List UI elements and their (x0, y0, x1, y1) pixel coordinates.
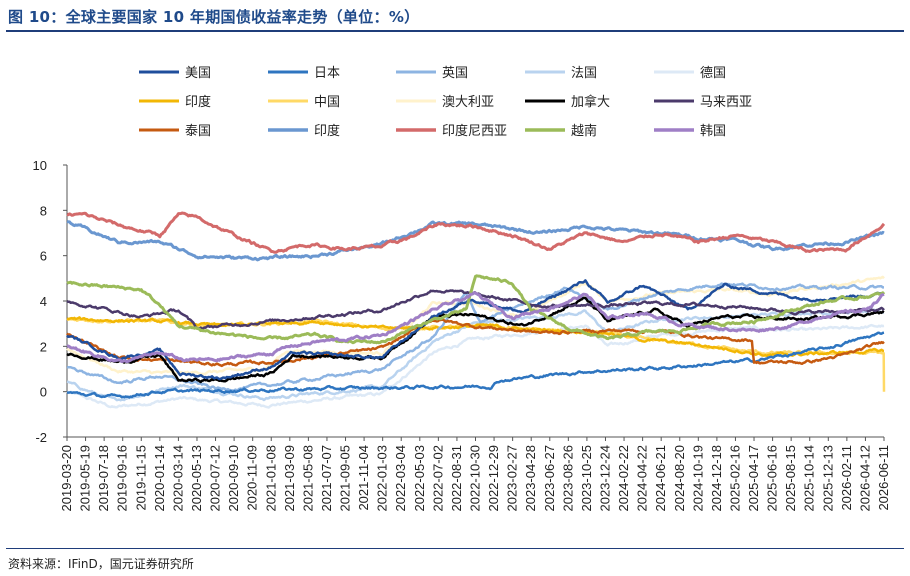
legend-label: 泰国 (185, 124, 211, 139)
x-tick-label: 2023-06-27 (542, 445, 557, 512)
y-axis: 10 8 6 4 2 0 -2 (33, 158, 68, 445)
x-tick-label: 2022-08-31 (449, 445, 464, 512)
series-line-5 (66, 316, 885, 358)
series-line-11 (66, 220, 885, 262)
legend-label: 马来西亚 (700, 95, 752, 110)
x-tick-label: 2021-05-08 (300, 445, 315, 512)
legend-label: 韩国 (700, 124, 726, 139)
legend-label: 澳大利亚 (442, 94, 494, 110)
series-line-0 (66, 279, 885, 381)
x-tick-label: 2025-06-16 (765, 445, 780, 512)
x-tick-label: 2019-07-18 (96, 445, 111, 512)
legend-label: 中国 (314, 95, 340, 110)
legend-label: 日本 (314, 66, 340, 81)
legend-label: 印度 (185, 94, 211, 110)
x-tick-label: 2020-01-14 (152, 445, 167, 512)
x-tick-label: 2019-09-16 (115, 445, 130, 512)
legend-label: 加拿大 (571, 94, 610, 110)
x-tick-label: 2022-10-30 (468, 445, 483, 512)
legend-label: 印度尼西亚 (442, 123, 507, 139)
y-tick-label: 8 (40, 203, 47, 218)
x-tick-label: 2026-02-11 (839, 445, 854, 511)
x-tick-label: 2020-09-10 (226, 445, 241, 512)
y-tick-label: -2 (35, 430, 47, 445)
legend-label: 德国 (700, 66, 726, 81)
x-tick-label: 2019-11-15 (133, 445, 148, 511)
x-tick-label: 2025-04-17 (746, 445, 761, 512)
legend-label: 越南 (571, 123, 597, 139)
x-tick-label: 2023-02-27 (505, 445, 520, 512)
x-tick-label: 2024-08-20 (672, 445, 687, 512)
x-tick-label: 2021-01-08 (263, 445, 278, 512)
x-tick-label: 2024-10-19 (690, 445, 705, 512)
x-tick-label: 2025-12-13 (820, 445, 835, 512)
x-tick-label: 2023-04-28 (523, 445, 538, 512)
series-line-13 (66, 274, 886, 345)
y-tick-label: 6 (40, 249, 47, 264)
x-axis: 2019-03-20 2019-05-19 2019-07-18 2019-09-16… (59, 436, 891, 512)
series-line-14 (66, 291, 885, 364)
series-line-8 (66, 296, 885, 384)
x-tick-label: 2020-05-13 (189, 445, 204, 512)
x-tick-label: 2021-09-05 (338, 445, 353, 512)
x-tick-label: 2021-03-09 (282, 445, 297, 512)
y-tick-label: 10 (33, 158, 47, 173)
x-tick-label: 2022-12-29 (486, 445, 501, 512)
figure-title: 图 10：全球主要国家 10 年期国债收益率走势（单位：%） (8, 8, 420, 26)
x-tick-label: 2020-11-09 (245, 445, 260, 511)
x-tick-label: 2024-12-18 (709, 445, 724, 512)
x-tick-label: 2023-10-25 (579, 445, 594, 512)
x-tick-label: 2020-03-14 (170, 445, 185, 512)
legend-label: 印度 (314, 123, 340, 139)
x-tick-label: 2019-03-20 (59, 445, 74, 512)
x-tick-label: 2021-11-04 (356, 445, 371, 511)
x-tick-label: 2019-05-19 (78, 445, 93, 512)
x-tick-label: 2026-04-12 (857, 445, 872, 512)
series-line-4 (66, 323, 885, 409)
x-tick-label: 2024-02-22 (616, 445, 631, 512)
x-tick-label: 2023-12-24 (597, 445, 612, 512)
title-rule (6, 30, 904, 32)
x-tick-label: 2024-06-21 (653, 445, 668, 512)
series-line-1 (66, 331, 885, 399)
x-tick-label: 2021-07-07 (319, 445, 334, 512)
x-tick-label: 2025-10-14 (802, 445, 817, 512)
source-rule (6, 548, 904, 549)
x-tick-label: 2026-06-11 (876, 445, 891, 511)
x-tick-label: 2023-08-26 (560, 445, 575, 512)
legend-label: 美国 (185, 66, 211, 81)
y-tick-label: 2 (40, 339, 47, 354)
x-tick-label: 2025-02-16 (727, 445, 742, 512)
x-tick-label: 2024-04-22 (635, 445, 650, 512)
x-tick-label: 2025-08-15 (783, 445, 798, 512)
source-note: 资料来源：IFinD，国元证券研究所 (8, 557, 194, 571)
x-tick-label: 2022-05-03 (412, 445, 427, 512)
series-lines (66, 211, 886, 409)
y-tick-label: 4 (40, 294, 47, 309)
y-tick-label: 0 (40, 385, 47, 400)
x-tick-label: 2022-03-04 (393, 445, 408, 512)
series-line-10 (66, 318, 885, 368)
x-tick-label: 2020-07-12 (208, 445, 223, 512)
legend-label: 法国 (571, 66, 597, 81)
legend-label: 英国 (442, 66, 468, 81)
x-tick-label: 2022-07-02 (430, 445, 445, 512)
x-tick-label: 2022-01-03 (375, 445, 390, 512)
series-line-12 (66, 211, 886, 254)
